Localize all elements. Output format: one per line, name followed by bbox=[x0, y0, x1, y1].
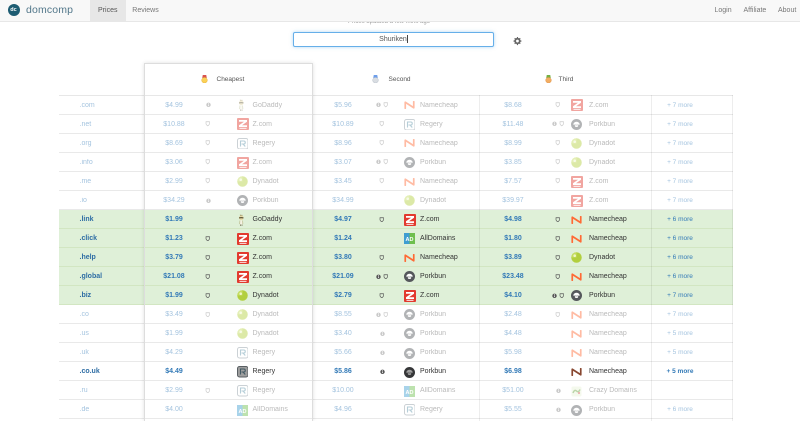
svg-text:AD: AD bbox=[405, 389, 413, 395]
svg-text:AD: AD bbox=[238, 408, 246, 414]
svg-text:AD: AD bbox=[405, 237, 413, 243]
